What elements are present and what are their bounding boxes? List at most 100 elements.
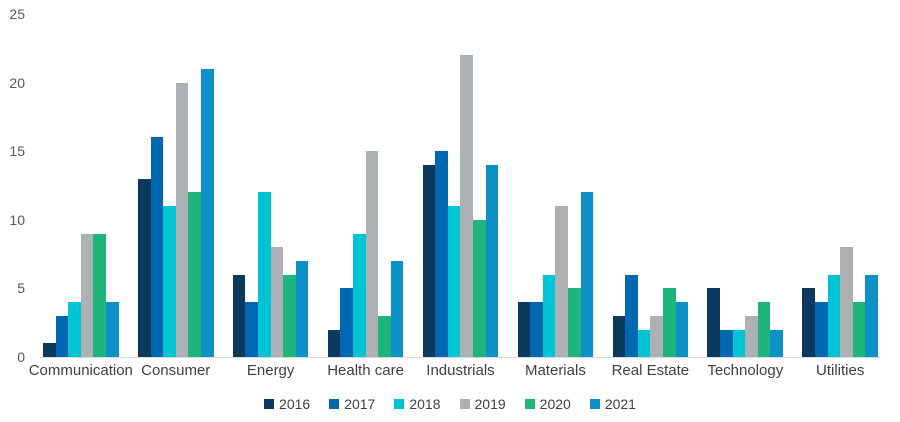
bar-2016 xyxy=(612,315,626,357)
x-axis-label-cell: Materials xyxy=(518,362,594,379)
bar-2021 xyxy=(200,68,214,357)
legend-label: 2019 xyxy=(474,396,506,412)
bar-2020 xyxy=(852,302,866,357)
legend-label: 2020 xyxy=(539,396,571,412)
bar-2018 xyxy=(827,274,841,357)
bar-group-technology xyxy=(707,14,784,357)
bar-2018 xyxy=(542,274,556,357)
bar-2021 xyxy=(865,274,878,357)
legend-item-2018: 2018 xyxy=(394,396,441,412)
y-tick-label: 10 xyxy=(9,211,25,228)
bar-2018 xyxy=(447,206,461,357)
y-tick-label: 25 xyxy=(9,6,25,22)
bar-2016 xyxy=(707,288,721,357)
bar-2018 xyxy=(258,192,271,357)
bar-2020 xyxy=(188,192,201,357)
plot-area xyxy=(43,14,878,357)
bar-2021 xyxy=(485,164,499,357)
legend-swatch-icon xyxy=(459,399,470,409)
x-axis-labels: Communication Consumer Energy Health care In… xyxy=(29,362,878,379)
y-tick-label: 0 xyxy=(17,349,25,365)
legend-swatch-icon xyxy=(589,399,600,409)
bar-2020 xyxy=(662,288,676,357)
legend-item-2020: 2020 xyxy=(524,396,571,412)
bar-group-health-care xyxy=(327,14,404,357)
x-axis-label: Real Estate xyxy=(611,362,690,379)
bar-2020 xyxy=(283,274,296,357)
legend-swatch-icon xyxy=(329,399,340,409)
bar-2019 xyxy=(555,206,568,357)
bar-2017 xyxy=(150,137,164,357)
legend-item-2016: 2016 xyxy=(264,396,310,412)
x-axis-label-cell: Real Estate xyxy=(611,362,690,379)
bar-2020 xyxy=(757,302,771,357)
y-tick-label: 20 xyxy=(9,74,25,91)
bar-2016 xyxy=(422,164,436,357)
bar-2020 xyxy=(93,233,106,357)
bar-2021 xyxy=(295,260,309,357)
legend-swatch-icon xyxy=(394,399,405,409)
bar-2017 xyxy=(625,274,638,357)
legend-item-2019: 2019 xyxy=(459,396,506,412)
bar-group-real-estate xyxy=(612,14,689,357)
x-axis-label: Utilities xyxy=(816,362,865,379)
bar-2020 xyxy=(473,219,486,357)
bar-2019 xyxy=(175,82,189,357)
legend-label: 2021 xyxy=(604,396,636,412)
bar-2016 xyxy=(802,288,815,357)
x-axis-label: Materials xyxy=(524,362,586,379)
bar-2019 xyxy=(460,55,474,357)
bar-group-energy xyxy=(232,14,309,357)
y-tick-label: 15 xyxy=(9,143,25,160)
legend-label: 2017 xyxy=(344,396,376,412)
bar-2021 xyxy=(675,302,689,357)
bar-2021 xyxy=(580,192,594,357)
bar-group-materials xyxy=(517,14,594,357)
bar-2016 xyxy=(232,274,246,357)
bar-2019 xyxy=(840,247,853,357)
bar-group-communication xyxy=(43,14,119,357)
bar-2021 xyxy=(105,302,119,357)
legend-swatch-icon xyxy=(524,399,535,409)
x-axis-label: Consumer xyxy=(141,362,211,379)
x-axis-label-cell: Industrials xyxy=(423,362,499,379)
bar-2016 xyxy=(327,329,341,357)
bar-2018 xyxy=(163,206,176,357)
bar-2019 xyxy=(270,247,284,357)
bar-2020 xyxy=(568,288,581,357)
x-axis-label-cell: Health care xyxy=(327,362,404,379)
x-axis-label-cell: Technology xyxy=(707,362,783,379)
bar-2020 xyxy=(378,315,391,357)
bar-2018 xyxy=(732,329,746,357)
bar-2017 xyxy=(245,302,259,357)
x-axis-label: Health care xyxy=(327,362,404,379)
legend-item-2021: 2021 xyxy=(589,396,636,412)
bar-2021 xyxy=(770,329,784,357)
bar-2017 xyxy=(530,302,543,357)
bar-2018 xyxy=(637,329,651,357)
bar-2018 xyxy=(68,302,81,357)
legend-swatch-icon xyxy=(264,399,275,409)
x-axis-label: Communication xyxy=(28,362,133,379)
y-tick-label: 5 xyxy=(17,280,25,297)
legend: 2016 2017 2018 2019 2020 2021 xyxy=(0,395,900,413)
bar-2016 xyxy=(43,343,56,357)
x-axis-label: Energy xyxy=(246,362,295,379)
bar-2017 xyxy=(55,315,69,357)
bar-2019 xyxy=(365,151,379,357)
x-axis-label-cell: Utilities xyxy=(802,362,878,379)
bar-2017 xyxy=(814,302,828,357)
bar-2021 xyxy=(390,260,404,357)
x-axis-label-cell: Communication xyxy=(29,362,133,379)
bar-group-utilities xyxy=(802,14,878,357)
legend-label: 2016 xyxy=(279,396,311,412)
bar-2019 xyxy=(745,315,758,357)
bar-2018 xyxy=(352,233,366,357)
x-axis-line xyxy=(40,357,880,358)
bar-2019 xyxy=(80,233,94,357)
legend-item-2017: 2017 xyxy=(329,396,375,412)
bar-2017 xyxy=(340,288,353,357)
legend-label: 2018 xyxy=(409,396,441,412)
x-axis-label: Technology xyxy=(707,362,784,379)
